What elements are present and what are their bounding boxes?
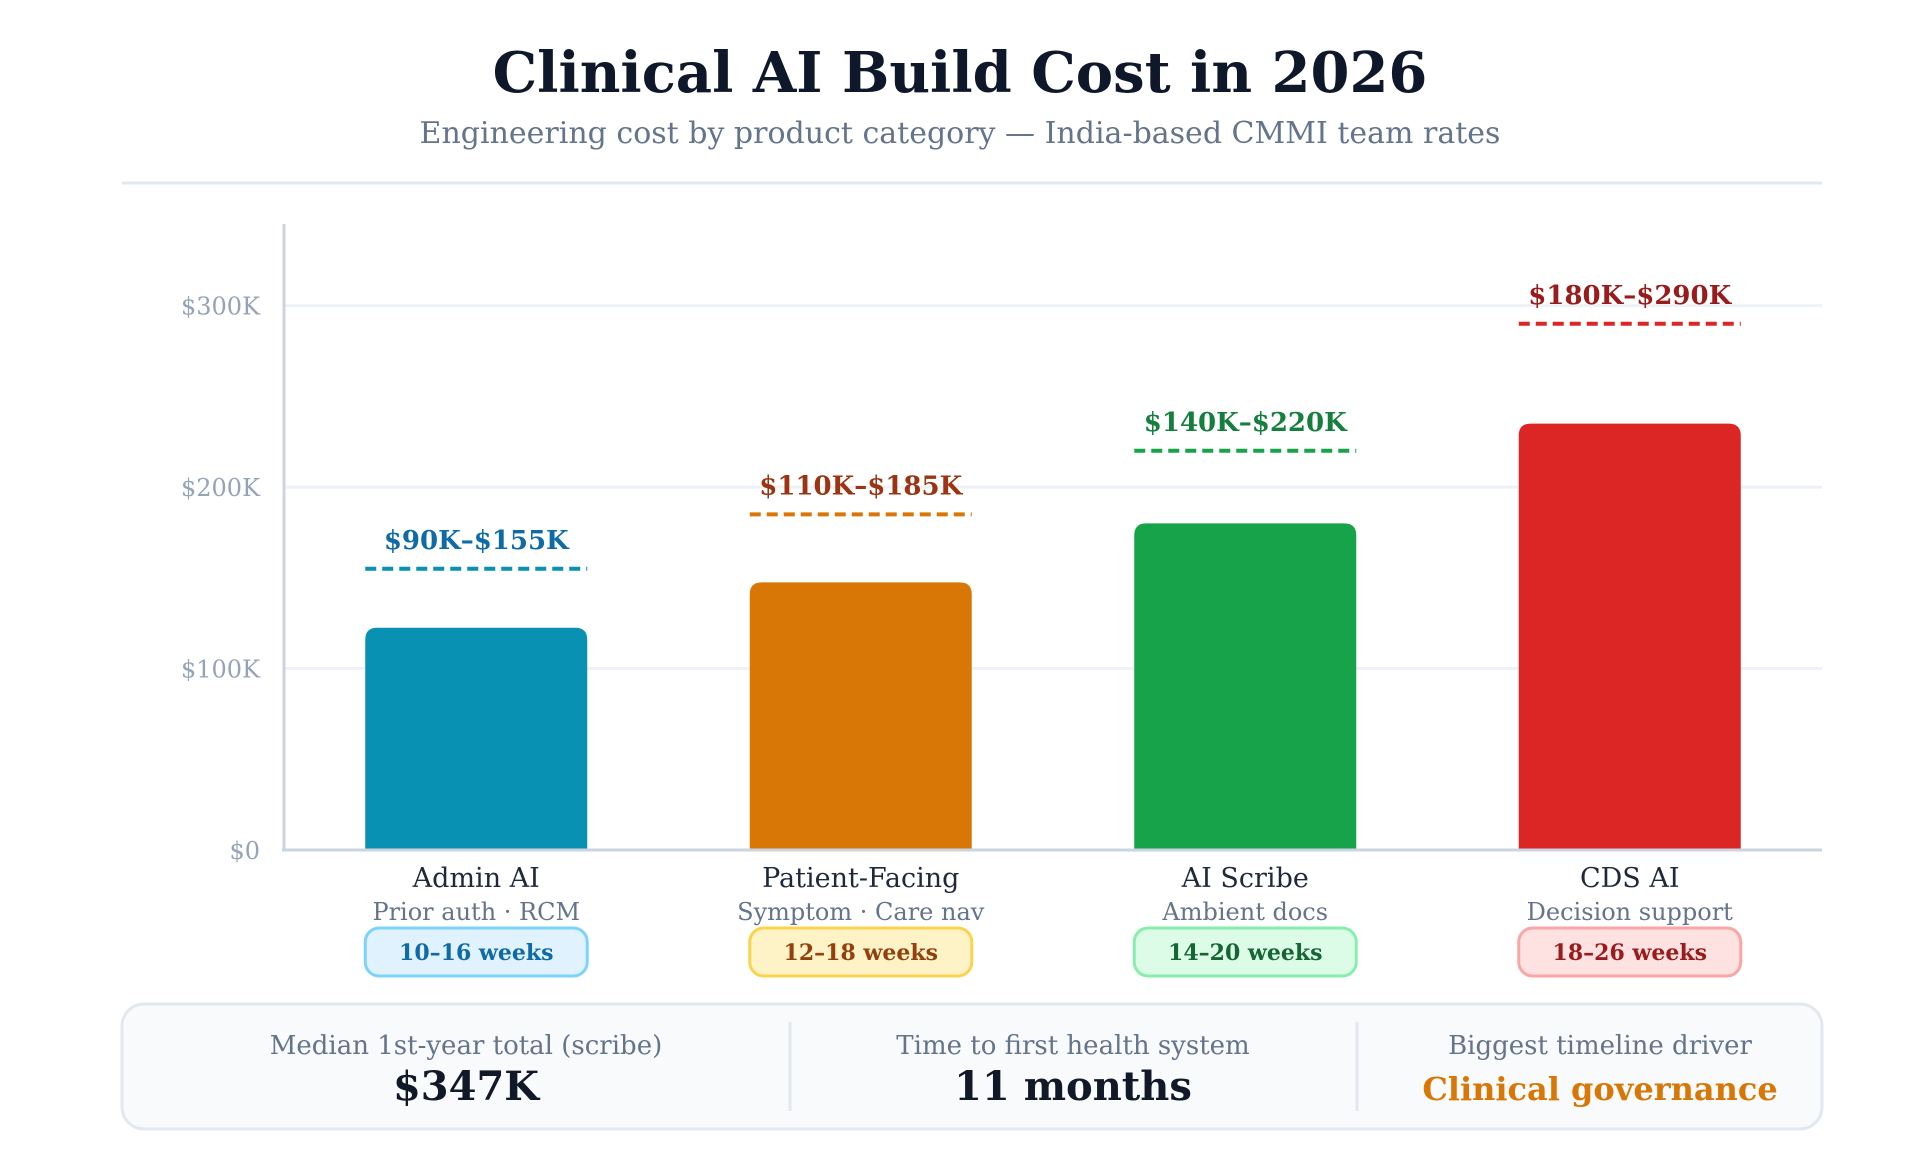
y-tick-label: $100K — [181, 656, 261, 684]
y-axis-ticks: $0 $100K $200K $300K — [181, 293, 261, 865]
range-label: $110K–$185K — [759, 471, 963, 501]
summary-label-driver: Biggest timeline driver — [1448, 1031, 1752, 1061]
chart-subtitle: Engineering cost by product category — I… — [420, 116, 1501, 151]
x-sub-label: Prior auth · RCM — [372, 898, 580, 926]
bar — [365, 627, 588, 850]
timeline-label: 12–18 weeks — [784, 940, 938, 966]
summary-value-median: $347K — [393, 1063, 540, 1110]
summary-box — [120, 1002, 1824, 1131]
timeline-label: 10–16 weeks — [399, 940, 553, 966]
x-tick-label: CDS AI — [1580, 863, 1680, 894]
bars-layer: $90K–$155K $110K–$185K $140K–$220K $180K–$2… — [365, 281, 1741, 850]
range-label: $90K–$155K — [384, 526, 570, 556]
timeline-badge — [1132, 926, 1358, 978]
summary-value-driver: Clinical governance — [1422, 1070, 1777, 1108]
x-tick-label: Admin AI — [412, 863, 540, 894]
bar — [1134, 523, 1357, 850]
x-tick-label: Patient-Facing — [762, 863, 959, 894]
timeline-label: 14–20 weeks — [1168, 940, 1322, 966]
bar — [749, 582, 972, 850]
y-tick-label: $0 — [229, 837, 260, 865]
summary-value-time: 11 months — [954, 1063, 1192, 1110]
summary-label-median: Median 1st-year total (scribe) — [270, 1031, 662, 1061]
timeline-badge — [363, 926, 589, 978]
x-tick-label: AI Scribe — [1181, 863, 1309, 894]
x-sub-label: Symptom · Care nav — [737, 898, 985, 926]
x-axis-labels: Admin AI Prior auth · RCM 10–16 weeks Patie… — [363, 863, 1743, 978]
bar — [1518, 423, 1741, 850]
timeline-badge — [1517, 926, 1743, 978]
chart-title: Clinical AI Build Cost in 2026 — [493, 40, 1428, 106]
x-sub-label: Ambient docs — [1161, 898, 1328, 926]
range-label: $180K–$290K — [1528, 281, 1732, 311]
y-tick-label: $200K — [181, 474, 261, 502]
x-sub-label: Decision support — [1527, 898, 1734, 926]
y-tick-label: $300K — [181, 293, 261, 321]
range-label: $140K–$220K — [1144, 408, 1348, 438]
summary-label-time: Time to first health system — [896, 1031, 1249, 1061]
timeline-label: 18–26 weeks — [1553, 940, 1707, 966]
timeline-badge — [748, 926, 974, 978]
summary-panel: Median 1st-year total (scribe) $347K Tim… — [120, 1002, 1824, 1131]
